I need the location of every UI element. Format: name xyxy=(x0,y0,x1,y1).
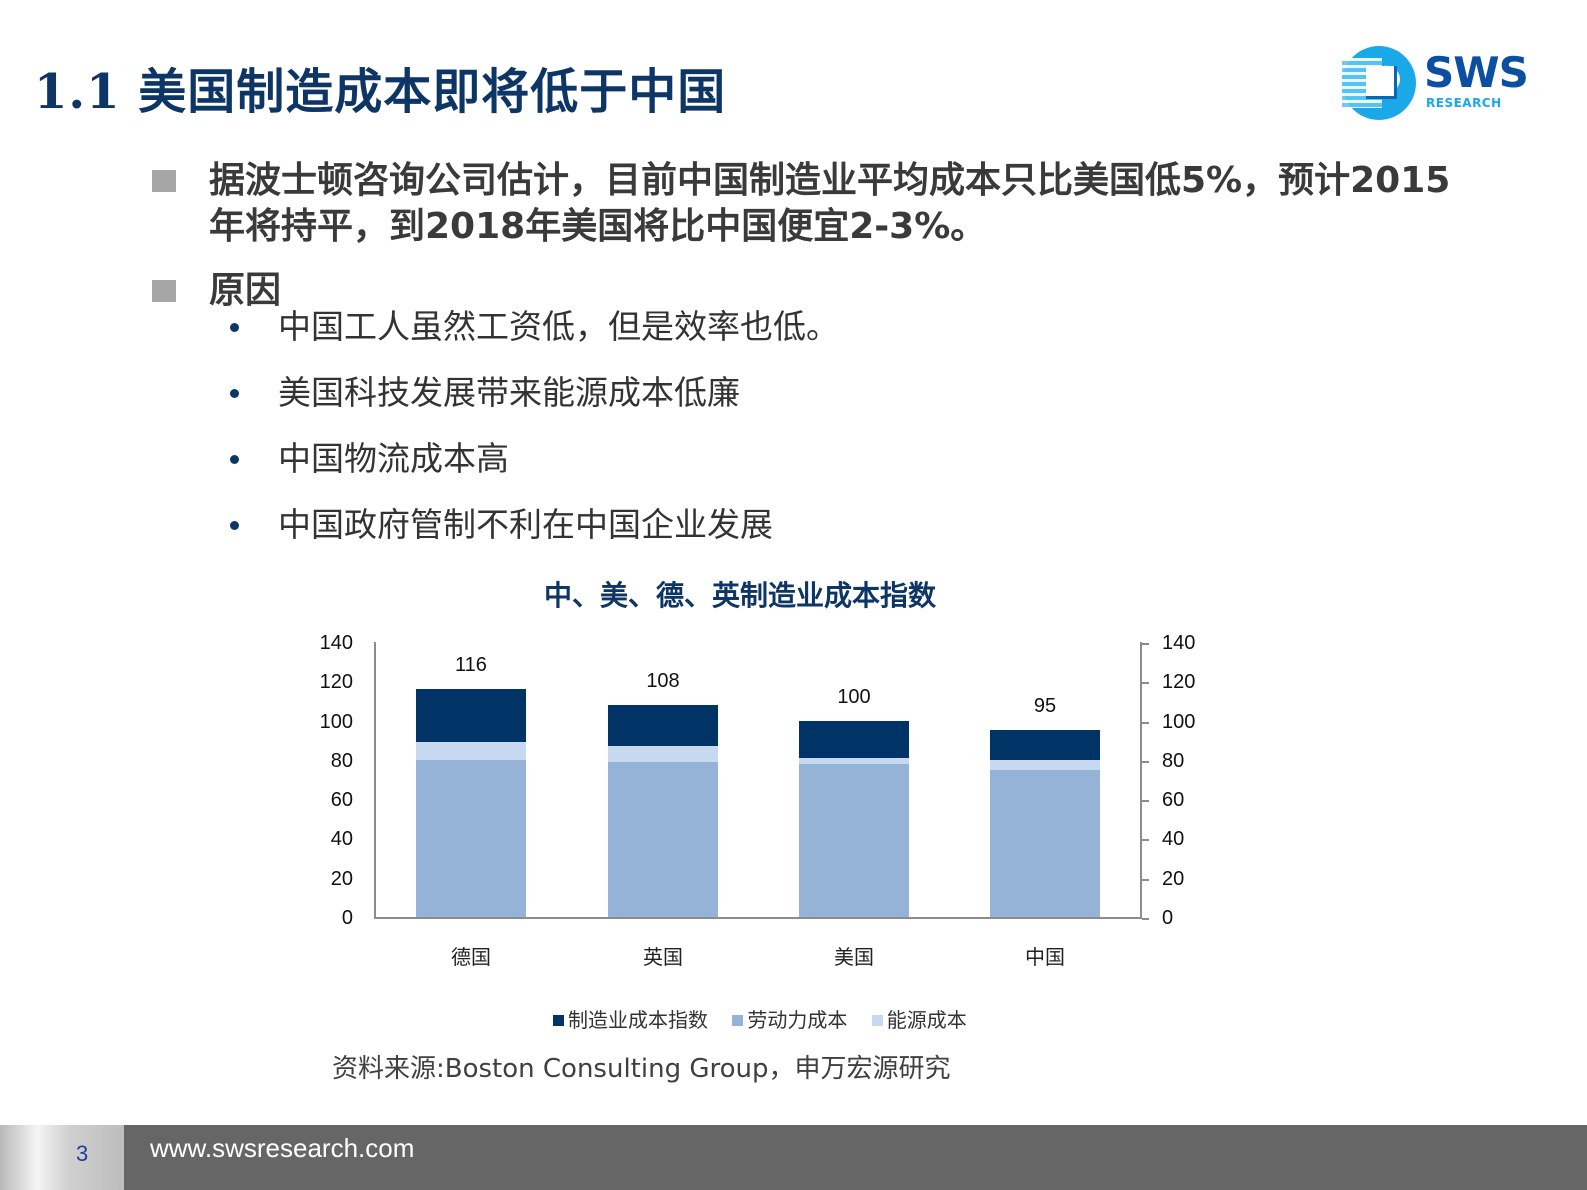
y-tick-label-left: 20 xyxy=(330,867,353,890)
y-tick-mark xyxy=(1142,721,1149,724)
sub-bullet-text: 中国政府管制不利在中国企业发展 xyxy=(278,505,773,544)
bar-segment xyxy=(608,746,718,762)
x-category-label: 英国 xyxy=(643,945,683,969)
stacked-bar xyxy=(416,689,526,917)
y-tick-mark xyxy=(1142,800,1149,803)
y-tick-mark xyxy=(1142,918,1149,920)
legend-item-labor: 劳动力成本 xyxy=(732,1004,847,1033)
y-tick-mark xyxy=(1142,682,1149,685)
main-bullet: 据波士顿咨询公司估计，目前中国制造业平均成本只比美国低5%，预计2015年将持平… xyxy=(152,158,1472,250)
bar-segment xyxy=(799,757,909,764)
chart-legend: 制造业成本指数 劳动力成本 能源成本 xyxy=(553,1004,985,1033)
x-category-label: 德国 xyxy=(451,945,491,969)
bar-segment xyxy=(799,720,909,758)
y-axis-left xyxy=(374,642,376,919)
bar-segment xyxy=(416,689,526,743)
legend-item-energy: 能源成本 xyxy=(871,1004,967,1033)
bar-value-label: 95 xyxy=(1033,695,1057,718)
logo-square-icon xyxy=(1366,66,1397,99)
slide-title: 1.1 美国制造成本即将低于中国 xyxy=(34,64,727,120)
y-tick-label-right: 140 xyxy=(1162,632,1196,654)
y-tick-mark xyxy=(1142,760,1149,763)
main-bullet-list: 据波士顿咨询公司估计，目前中国制造业平均成本只比美国低5%，预计2015年将持平… xyxy=(152,158,1472,314)
source-note: 资料来源:Boston Consulting Group，申万宏源研究 xyxy=(332,1054,951,1084)
x-category-label: 美国 xyxy=(834,945,874,969)
legend-swatch-icon xyxy=(553,1015,564,1026)
square-bullet-icon xyxy=(152,280,176,302)
sub-bullet: 中国物流成本高 xyxy=(228,434,839,500)
dot-bullet-icon xyxy=(230,389,239,398)
bar-segment xyxy=(990,730,1100,760)
y-axis-right xyxy=(1140,642,1142,919)
x-category-label: 中国 xyxy=(1025,945,1065,969)
y-tick-label-left: 0 xyxy=(341,907,353,929)
square-bullet-icon xyxy=(152,170,176,192)
y-tick-label-left: 140 xyxy=(319,632,353,654)
bar-segment xyxy=(608,761,718,917)
sws-research-logo: SWS RESEARCH xyxy=(1340,44,1540,124)
y-tick-label-right: 80 xyxy=(1162,749,1185,772)
bar-chart-plot-area xyxy=(374,642,1149,920)
y-tick-label-right: 20 xyxy=(1162,867,1185,890)
y-tick-label-left: 40 xyxy=(330,828,353,851)
sub-bullet: 美国科技发展带来能源成本低廉 xyxy=(228,368,839,434)
bar-value-label: 108 xyxy=(646,669,680,692)
logo-subtext: RESEARCH xyxy=(1426,96,1502,110)
legend-swatch-icon xyxy=(732,1015,744,1026)
sub-bullet-list: 中国工人虽然工资低，但是效率也低。 美国科技发展带来能源成本低廉 中国物流成本高… xyxy=(228,302,839,566)
bar-segment xyxy=(990,759,1100,770)
main-bullet-text: 原因 xyxy=(209,270,282,311)
y-tick-label-left: 100 xyxy=(319,710,353,733)
stacked-bar xyxy=(990,730,1100,917)
dot-bullet-icon xyxy=(230,323,239,332)
y-tick-label-right: 120 xyxy=(1162,671,1196,694)
y-tick-label-left: 120 xyxy=(319,671,353,694)
y-tick-label-left: 60 xyxy=(330,789,353,812)
chart-title: 中、美、德、英制造业成本指数 xyxy=(543,579,936,612)
y-tick-label-right: 100 xyxy=(1162,710,1196,733)
bar-segment xyxy=(990,769,1100,917)
main-bullet: 原因 xyxy=(152,268,1472,314)
sub-bullet: 中国政府管制不利在中国企业发展 xyxy=(228,500,839,566)
bar-segment xyxy=(799,763,909,917)
stacked-bar xyxy=(799,720,909,917)
sub-bullet-text: 美国科技发展带来能源成本低廉 xyxy=(278,373,740,412)
legend-item-manufacturing: 制造业成本指数 xyxy=(553,1004,708,1033)
page-number-box xyxy=(0,1125,124,1190)
footer-bar: 3 www.swsresearch.com xyxy=(0,1125,1587,1190)
x-axis xyxy=(374,917,1142,919)
logo-text: SWS xyxy=(1424,48,1529,97)
page-number: 3 xyxy=(76,1141,89,1166)
legend-swatch-icon xyxy=(871,1015,883,1026)
bar-segment xyxy=(608,704,718,747)
bar-value-label: 100 xyxy=(837,685,871,708)
main-bullet-text: 据波士顿咨询公司估计，目前中国制造业平均成本只比美国低5%，预计2015年将持平… xyxy=(209,160,1451,247)
footer-url-link[interactable]: www.swsresearch.com xyxy=(150,1133,415,1163)
y-tick-mark xyxy=(1142,643,1149,645)
y-tick-mark xyxy=(1142,878,1149,881)
stacked-bar xyxy=(608,704,718,917)
sub-bullet-text: 中国物流成本高 xyxy=(278,439,509,478)
sub-bullet: 中国工人虽然工资低，但是效率也低。 xyxy=(228,302,839,368)
y-tick-label-right: 40 xyxy=(1162,828,1185,851)
dot-bullet-icon xyxy=(230,455,239,464)
y-tick-label-left: 80 xyxy=(330,749,353,772)
sub-bullet-text: 中国工人虽然工资低，但是效率也低。 xyxy=(278,307,839,346)
y-tick-label-right: 60 xyxy=(1162,789,1185,812)
dot-bullet-icon xyxy=(230,521,239,530)
y-tick-mark xyxy=(1142,839,1149,842)
y-tick-label-right: 0 xyxy=(1162,907,1174,929)
bar-segment xyxy=(416,742,526,760)
bar-value-label: 116 xyxy=(455,654,487,677)
bar-segment xyxy=(416,759,526,917)
